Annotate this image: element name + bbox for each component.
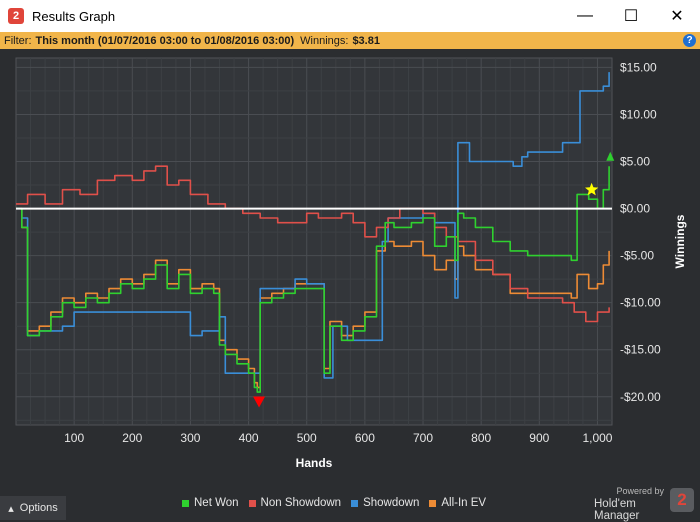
options-button[interactable]: ▴ Options	[0, 496, 66, 520]
hm2-logo-icon: 2	[670, 488, 694, 512]
legend-swatch	[248, 499, 256, 507]
legend-item: Non Showdown	[248, 497, 342, 509]
legend-label: Non Showdown	[260, 497, 342, 509]
legend-swatch	[351, 499, 359, 507]
chart-legend: Net Won Non Showdown Showdown All-In EV	[182, 497, 486, 509]
powered-by-label: Powered by	[616, 486, 664, 496]
y-tick-label: $10.00	[620, 107, 657, 121]
legend-label: Net Won	[194, 497, 239, 509]
close-button[interactable]: ✕	[670, 8, 684, 25]
y-tick-label: $5.00	[620, 155, 650, 169]
series-line	[16, 72, 610, 379]
x-tick-label: 200	[122, 431, 142, 445]
y-tick-label: $15.00	[620, 60, 657, 74]
filter-value: This month (01/07/2016 03:00 to 01/08/20…	[35, 34, 295, 47]
legend-item: All-In EV	[429, 497, 486, 509]
x-tick-label: 400	[239, 431, 259, 445]
x-tick-label: 500	[297, 431, 317, 445]
legend-item: Net Won	[182, 497, 239, 509]
x-tick-label: 1,000	[582, 431, 612, 445]
x-tick-label: 600	[355, 431, 375, 445]
x-tick-label: 300	[180, 431, 200, 445]
y-tick-label: -$20.00	[620, 390, 661, 404]
minimize-button[interactable]: —	[577, 7, 593, 24]
app-logo-icon: 2	[8, 8, 24, 24]
y-tick-label: -$10.00	[620, 296, 661, 310]
x-tick-label: 800	[471, 431, 491, 445]
series-line	[16, 165, 610, 323]
brand: Powered by Hold'em Manager 2	[594, 486, 694, 522]
x-tick-label: 700	[413, 431, 433, 445]
legend-swatch	[182, 499, 189, 507]
window-title: Results Graph	[32, 8, 116, 24]
options-label: Options	[19, 502, 58, 514]
maximize-button[interactable]: ☐	[623, 8, 639, 25]
winnings-value: $3.81	[352, 34, 380, 47]
x-axis-label: Hands	[296, 456, 333, 470]
downswing-marker	[253, 396, 266, 408]
winnings-label: Winnings:	[300, 34, 349, 47]
help-icon[interactable]: ?	[683, 34, 696, 47]
legend-item: Showdown	[351, 497, 419, 509]
chevron-up-icon: ▴	[8, 502, 14, 515]
title-bar: 2 Results Graph — ☐ ✕	[0, 0, 700, 32]
legend-label: Showdown	[363, 497, 420, 509]
window-controls: — ☐ ✕	[562, 0, 700, 32]
y-axis-label: Winnings	[673, 214, 687, 268]
x-tick-label: 900	[529, 431, 549, 445]
legend-label: All-In EV	[441, 497, 487, 509]
results-graph: 100 200 300 400 500 600 700 800 900 1,000 $15.00 $1…	[0, 49, 700, 520]
filter-label: Filter:	[4, 34, 32, 47]
plot-area	[15, 57, 613, 426]
filter-bar[interactable]: Filter: This month (01/07/2016 03:00 to …	[0, 32, 700, 49]
y-tick-label: -$5.00	[620, 249, 654, 263]
upswing-marker	[606, 151, 615, 161]
peak-star-marker	[585, 182, 599, 196]
results-chart: 100 200 300 400 500 600 700 800 900 1,000 $15.00 $1…	[15, 57, 687, 470]
series-line	[16, 166, 610, 393]
y-tick-label: -$15.00	[620, 343, 661, 357]
x-tick-label: 100	[64, 431, 84, 445]
bottom-bar: ▴ Options Net Won Non Showdown Showdown All…	[0, 486, 700, 522]
y-tick-label: $0.00	[620, 202, 650, 216]
legend-swatch	[429, 499, 437, 507]
brand-name: Hold'em Manager	[594, 498, 640, 522]
